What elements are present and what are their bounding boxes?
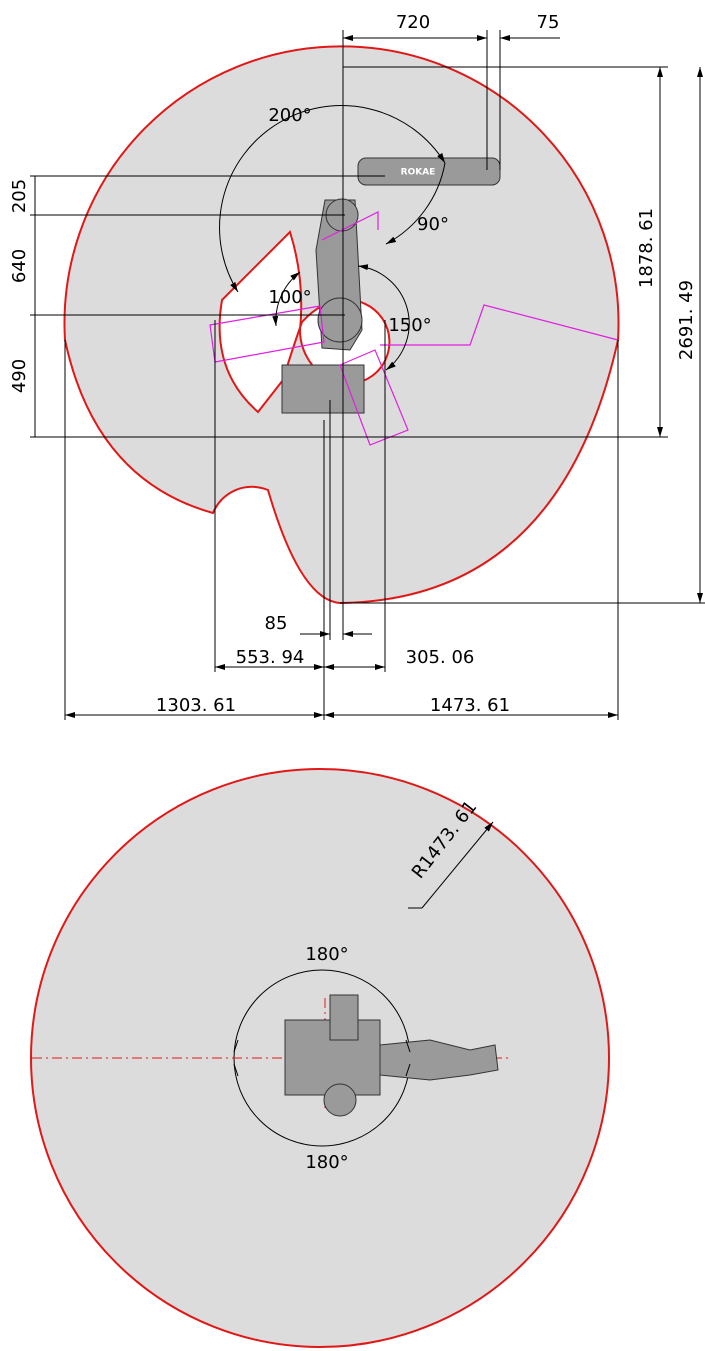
limit-outline (380, 304, 619, 346)
dimension-label: 305. 06 (406, 647, 475, 668)
angle-arc (272, 271, 301, 327)
angle-label: 180° (305, 944, 348, 965)
angle-arc (385, 162, 446, 245)
angle-label: 200° (268, 105, 311, 126)
brand: ROKAE (401, 168, 436, 178)
angle-label: 150° (388, 315, 431, 336)
shoulder-joint (317, 297, 363, 343)
angle-arc (357, 264, 410, 371)
dimension-label: 640 (9, 249, 30, 283)
dimension-label: 1473. 61 (430, 695, 510, 716)
dimension-label: 75 (537, 12, 560, 33)
radius-line (421, 821, 494, 909)
dimension-label: 1878. 61 (636, 208, 657, 288)
dimension-label: 85 (265, 613, 288, 634)
base (281, 364, 365, 414)
dimension-label: 490 (9, 359, 30, 393)
joint (323, 1083, 357, 1117)
angle-label: 100° (268, 287, 311, 308)
dimension-label: 205 (9, 179, 30, 213)
dimension-lines (30, 30, 705, 720)
arrow-heads (233, 1039, 411, 1077)
angle-label: 90° (417, 214, 449, 235)
dimension-label: 1303. 61 (156, 695, 236, 716)
dimension-label: 553. 94 (236, 647, 305, 668)
dimension-label: 720 (396, 12, 430, 33)
side-view: ROKAE 720 75 205 640 490 1878. 61 2691. … (9, 12, 705, 720)
angle-label: 180° (305, 1152, 348, 1173)
motor (329, 994, 359, 1041)
angle-arc (219, 105, 446, 293)
dimension-label: 2691. 49 (676, 280, 697, 360)
angle-arcs (219, 105, 446, 371)
top-view: R1473. 61 180° 180° (30, 768, 610, 1348)
